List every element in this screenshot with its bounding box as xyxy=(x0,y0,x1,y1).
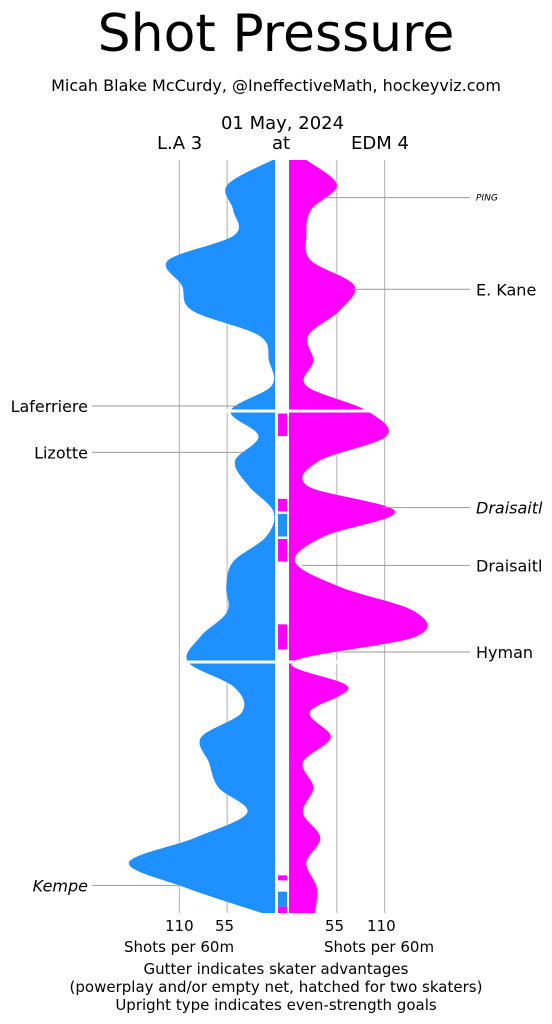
away-advantage-bar xyxy=(278,891,287,907)
footnote: Upright type indicates even-strength goa… xyxy=(115,996,437,1014)
away-advantage-bar xyxy=(278,513,287,537)
away-axis-label: Shots per 60m xyxy=(124,938,235,956)
chart-title: Shot Pressure xyxy=(97,4,455,64)
home-advantage-bar xyxy=(278,413,287,437)
home-axis-label: Shots per 60m xyxy=(324,938,435,956)
home-tick-label: 110 xyxy=(367,917,396,935)
home-advantage-bar xyxy=(278,624,287,650)
goal-scorer-label: Draisaitl xyxy=(476,499,543,518)
goal-scorer-label: Lizotte xyxy=(34,443,88,462)
period-separators xyxy=(180,409,375,664)
chart-subtitle: Micah Blake McCurdy, @IneffectiveMath, h… xyxy=(51,76,501,95)
home-advantage-bar xyxy=(278,498,287,512)
goal-scorer-label: Laferriere xyxy=(11,397,88,416)
goal-scorer-label: Draisaitl xyxy=(476,556,542,575)
home-advantage-bar xyxy=(278,875,287,881)
goal-annotations: PING E. Kane Laferriere Lizotte Draisaitl Dra… xyxy=(11,194,543,896)
at-label: at xyxy=(272,133,291,154)
home-advantage-bar xyxy=(278,906,287,913)
goal-scorer-label: Kempe xyxy=(33,876,89,895)
home-pressure-area xyxy=(289,160,428,913)
home-team-label: EDM 4 xyxy=(351,133,409,154)
away-team-label: L.A 3 xyxy=(157,133,203,154)
goal-scorer-label: PING xyxy=(476,194,498,204)
game-date: 01 May, 2024 xyxy=(220,113,345,134)
pressure-areas xyxy=(128,160,428,913)
gutter-advantages xyxy=(278,413,287,913)
goal-scorer-label: E. Kane xyxy=(476,280,536,299)
away-tick-label: 55 xyxy=(215,917,235,935)
home-advantage-bar xyxy=(278,539,287,562)
away-pressure-area xyxy=(128,160,275,913)
away-tick-label: 110 xyxy=(165,917,194,935)
footnote: Gutter indicates skater advantages xyxy=(143,960,409,978)
footnote: (powerplay and/or empty net, hatched for… xyxy=(69,978,483,996)
goal-scorer-label: Hyman xyxy=(476,643,533,662)
home-tick-label: 55 xyxy=(325,917,345,935)
